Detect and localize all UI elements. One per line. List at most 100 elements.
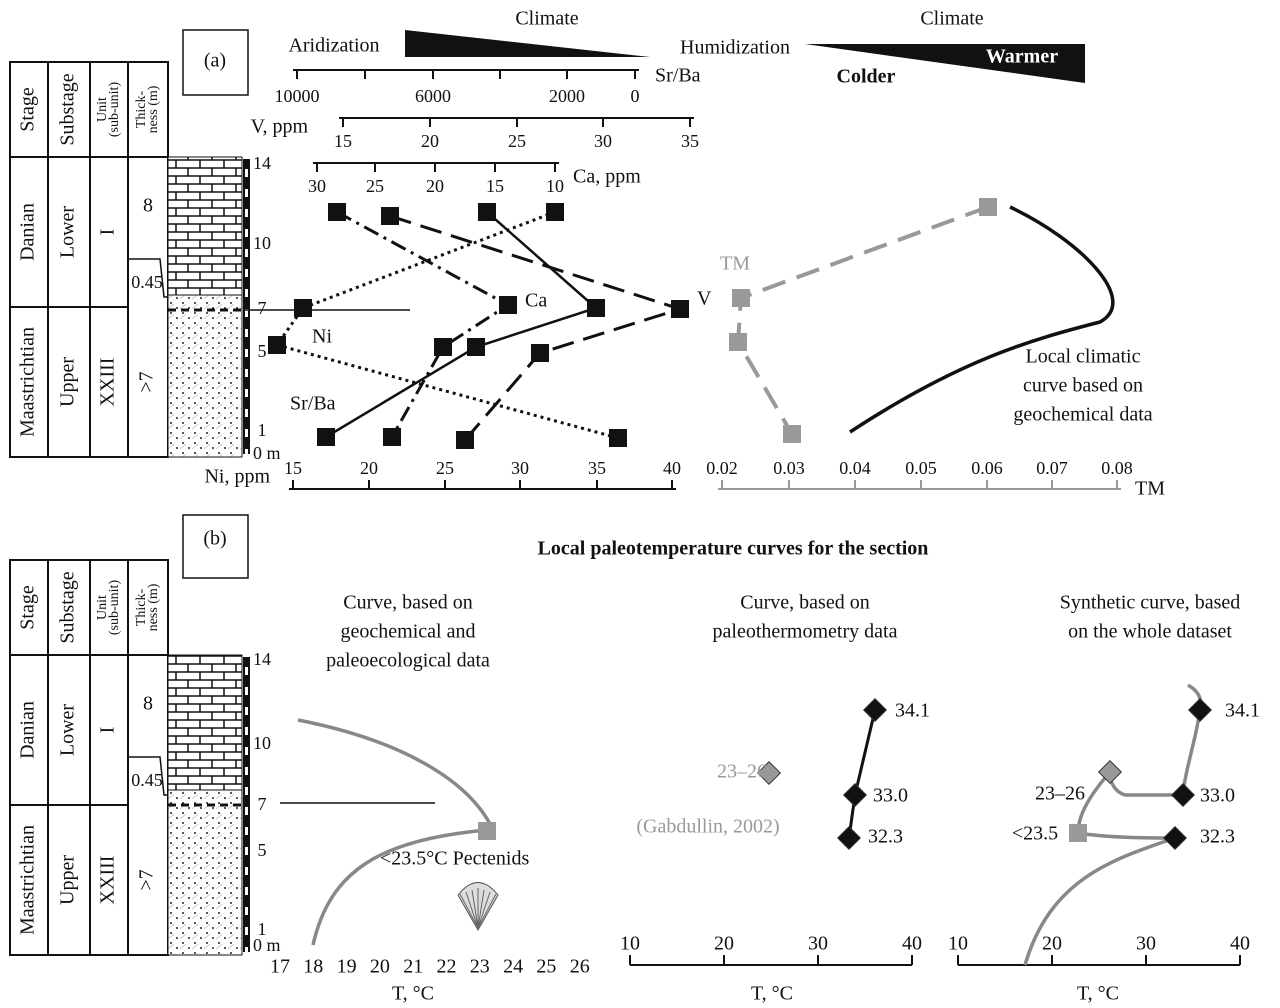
tick-label: 22	[437, 956, 457, 978]
depth-tick	[245, 887, 248, 895]
tick-label: 20	[1042, 933, 1062, 955]
annotation: <23.5°C Pectenids	[380, 848, 529, 870]
thin-layer-line	[128, 756, 168, 796]
depth-label: 7	[258, 794, 267, 814]
label: 6000	[415, 86, 451, 106]
depth-tick	[245, 169, 248, 177]
curve-label: Local climatic	[1026, 346, 1141, 368]
tick-label: 30	[1136, 933, 1156, 955]
depth-label: 10	[253, 233, 271, 253]
curve	[274, 210, 619, 440]
depth-tick	[245, 687, 248, 695]
stage: Maastrichtian	[17, 825, 39, 935]
stage: Maastrichtian	[17, 327, 39, 437]
label: Sr/Ba	[655, 65, 701, 87]
tick-label: 10	[948, 933, 968, 955]
series-label: Sr/Ba	[290, 393, 336, 415]
point	[1069, 824, 1087, 842]
point	[587, 299, 605, 317]
point	[979, 198, 997, 216]
sandstone	[167, 294, 243, 458]
point	[842, 782, 868, 808]
label: 0.08	[1101, 458, 1133, 478]
depth-tick	[245, 707, 248, 715]
shell-rib	[477, 889, 485, 929]
tick-label: 40	[902, 933, 922, 955]
reference: 23–26	[717, 761, 767, 783]
shell-rib	[477, 893, 497, 929]
point	[434, 338, 452, 356]
thickness: >7	[136, 869, 158, 890]
depth-label: 10	[253, 733, 271, 753]
table-header: Substage	[57, 73, 79, 145]
sandstone	[167, 789, 243, 956]
label: 15	[486, 176, 504, 196]
tick-label: 17	[270, 956, 290, 978]
point	[317, 428, 335, 446]
subtitle: Curve, based on	[740, 592, 869, 614]
label: 0.02	[706, 458, 738, 478]
label: 0.05	[905, 458, 937, 478]
substage: Lower	[57, 206, 79, 259]
point	[729, 333, 747, 351]
point-label: 32.3	[868, 826, 903, 848]
depth-tick	[245, 907, 248, 915]
axis-label: T, °C	[751, 983, 793, 1005]
point	[499, 296, 517, 314]
point-label: <23.5	[1012, 823, 1058, 845]
depth-tick	[245, 309, 248, 317]
tick-label: 20	[714, 933, 734, 955]
depth-tick	[245, 269, 248, 277]
label: 30	[511, 458, 529, 478]
depth-tick	[245, 747, 248, 755]
subtitle: geochemical and	[341, 621, 476, 643]
label: Warmer	[986, 46, 1058, 68]
shell-rib	[459, 893, 479, 929]
depth-label: 0 m	[253, 443, 281, 463]
label: 0.04	[839, 458, 871, 478]
unit: XXIII	[97, 856, 119, 905]
depth-tick	[245, 189, 248, 197]
depth-label: 5	[258, 840, 267, 860]
depth-bar	[243, 657, 250, 952]
series-label: TM	[720, 253, 750, 275]
depth-label: 5	[258, 341, 267, 361]
label: 35	[681, 131, 699, 151]
label: 2000	[549, 86, 585, 106]
tick-label: 40	[1230, 933, 1250, 955]
tick-label: 19	[337, 956, 357, 978]
point	[531, 344, 549, 362]
label: Aridization	[288, 35, 379, 57]
label: 10	[546, 176, 564, 196]
label: Ni, ppm	[204, 466, 270, 488]
table-header: Unit	[95, 595, 110, 620]
axis-label: T, °C	[1077, 983, 1119, 1005]
substage: Upper	[57, 855, 79, 905]
panel-label: (a)	[204, 50, 226, 72]
curve	[847, 709, 877, 839]
label: 20	[426, 176, 444, 196]
depth-tick	[245, 369, 248, 377]
climate-wedge	[805, 44, 1085, 83]
label: 25	[436, 458, 454, 478]
thin-layer: 0.45	[131, 272, 163, 292]
depth-label: 14	[253, 153, 271, 173]
table-header: Stage	[17, 585, 39, 630]
content: (a)Stage Substage Unit(sub-unit) Thick-ness…	[9, 8, 1260, 1005]
point	[456, 431, 474, 449]
point	[478, 822, 496, 840]
depth-tick	[245, 249, 248, 257]
thin-layer-line	[128, 258, 168, 298]
point	[546, 203, 564, 221]
label: 25	[508, 131, 526, 151]
point-label: 34.1	[1225, 700, 1260, 722]
table-header: Substage	[57, 571, 79, 643]
table-header: ness (m)	[146, 85, 161, 133]
label: 20	[360, 458, 378, 478]
depth-tick	[245, 667, 248, 675]
curve-label: curve based on	[1023, 375, 1143, 397]
curve	[1023, 683, 1203, 966]
label: 20	[421, 131, 439, 151]
label: 30	[594, 131, 612, 151]
point	[1097, 759, 1123, 785]
